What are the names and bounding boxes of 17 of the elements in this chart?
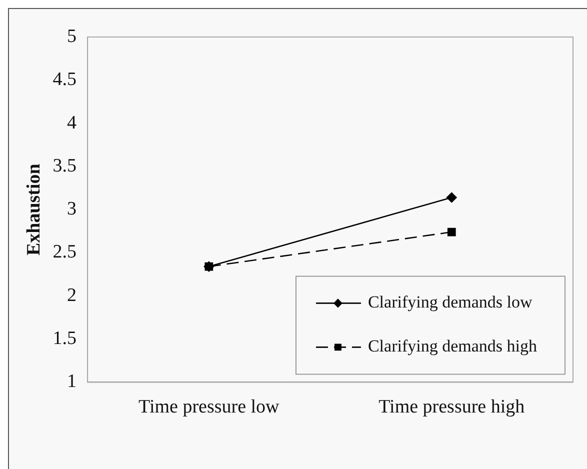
y-tick-label: 2 bbox=[67, 284, 77, 306]
y-tick-label: 4.5 bbox=[52, 69, 77, 90]
y-tick-label: 2.5 bbox=[52, 242, 77, 263]
y-tick-label: 1.5 bbox=[52, 328, 77, 350]
point bbox=[446, 192, 457, 203]
y-tick-label: 3 bbox=[67, 198, 77, 220]
point bbox=[204, 262, 214, 271]
y-tick-label: 4 bbox=[67, 112, 78, 134]
y-axis-title: Exhaustion bbox=[23, 163, 44, 256]
y-tick-label: 1 bbox=[67, 371, 77, 392]
x-tick-label: Time pressure low bbox=[138, 396, 280, 418]
legend-label: Clarifying demands high bbox=[368, 336, 538, 356]
legend-label: Clarifying demands low bbox=[368, 292, 533, 312]
y-tick-label: 5 bbox=[67, 26, 77, 47]
y-tick-label: 3.5 bbox=[52, 155, 77, 176]
x-tick-label: Time pressure high bbox=[378, 396, 526, 418]
point bbox=[447, 228, 456, 236]
